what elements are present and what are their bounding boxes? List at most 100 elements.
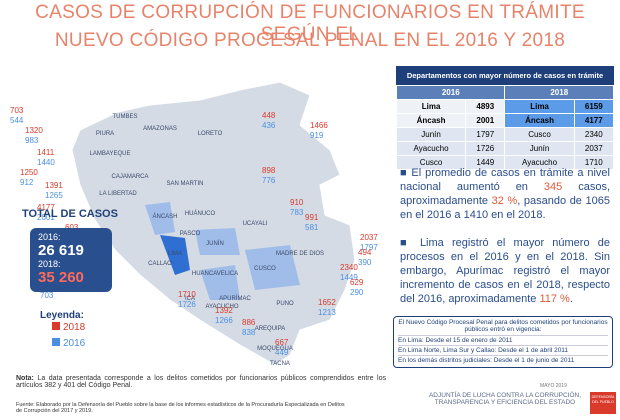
region-label: ICA — [185, 296, 195, 302]
region-label: TUMBES — [112, 114, 137, 120]
table-cell: 6159 — [573, 99, 615, 114]
table-row: Lima 4893 Lima 6159 — [395, 99, 615, 114]
table-cell: Ayacucho — [504, 155, 575, 170]
region-label: CAJAMARCA — [111, 174, 148, 180]
value-2016: 912 — [20, 178, 34, 187]
region-label: LIMA — [168, 251, 182, 257]
value-2016: 1265 — [45, 191, 63, 200]
info-box: El Nuevo Código Procesal Penal para deli… — [393, 316, 613, 368]
region-label: LAMBAYEQUE — [90, 151, 131, 157]
value-2018: 1250 — [20, 168, 38, 177]
region-label: HUANCAVELICA — [192, 271, 238, 277]
value-2018: 1391 — [45, 181, 63, 190]
info-line: En los demás distritos judiciales: Desde… — [398, 355, 608, 365]
info-line: En Lima Norte, Lima Sur y Callao: Desde … — [398, 345, 608, 355]
value-2016: 783 — [290, 208, 304, 217]
footer-line: ADJUNTÍA DE LUCHA CONTRA LA CORRUPCIÓN, — [428, 392, 582, 399]
bullet-text: Lima registró el mayor número de proceso… — [400, 237, 610, 305]
highlight: 345 — [543, 181, 563, 193]
info-lines: En Lima: Desde el 15 de enero de 2011 En … — [398, 335, 608, 365]
table-cell: Áncash — [395, 113, 467, 128]
table-row: Junín 1797 Cusco 2340 — [395, 127, 615, 142]
value-2016: 26 619 — [38, 242, 84, 259]
table-cell: 4893 — [465, 99, 506, 114]
region-label: TACNA — [270, 361, 290, 367]
table-cell: 2001 — [465, 113, 506, 128]
info-line: En Lima: Desde el 15 de enero de 2011 — [398, 335, 608, 345]
table: 2016 2018 Lima 4893 Lima 6159 Áncash 2001 Áncash… — [395, 85, 615, 170]
region-label: AMAZONAS — [143, 126, 177, 132]
value-2018: 4177 — [37, 203, 55, 212]
value-2018: 886 — [242, 318, 256, 327]
value-2016: 436 — [262, 121, 276, 130]
table-header: 2016 2018 — [395, 85, 614, 100]
region-label: PASCO — [180, 231, 201, 237]
value-2016: 703 — [40, 291, 54, 300]
value-2018: 494 — [358, 248, 372, 257]
column-header: 2016 — [395, 85, 506, 100]
region-label: UCAYALI — [243, 221, 268, 227]
region-label: HUÁNUCO — [185, 210, 216, 217]
table-cell: 1726 — [465, 141, 506, 156]
value-2018: 703 — [10, 106, 24, 115]
bullet: ■ El promedio de casos en trámite a nive… — [400, 166, 610, 222]
value-2016: 1266 — [215, 316, 233, 325]
legend-swatch — [52, 338, 60, 346]
legend-label: 2016 — [63, 338, 86, 349]
region-label: SAN MARTIN — [167, 181, 204, 187]
map: TUMBES PIURA LAMBAYEQUE CAJAMARCA LA LIBERTA… — [10, 81, 378, 367]
table-cell: Áncash — [504, 113, 575, 128]
table-cell: 1710 — [573, 155, 615, 170]
table-row: Áncash 2001 Áncash 4177 — [395, 113, 615, 128]
value-2018: 1411 — [37, 148, 55, 157]
source: Fuente: Elaborado por la Defensoría del … — [16, 402, 345, 414]
value-2018: 603 — [65, 223, 79, 232]
value-2016: 544 — [10, 116, 24, 125]
label-2018: 2018: — [38, 259, 61, 269]
value-2016: 983 — [25, 136, 39, 145]
value-2016: 1726 — [178, 300, 196, 309]
title-line: NUEVO CÓDIGO PROCESAL PENAL EN EL 2016 Y… — [54, 30, 566, 51]
table-title: Departamentos con mayor número de casos … — [396, 66, 614, 85]
bullet-marker: ■ — [400, 237, 420, 249]
region-label: ÁNCASH — [152, 213, 177, 220]
table-row: Ayacucho 1726 Junín 2037 — [395, 141, 615, 156]
value-2018: 898 — [262, 166, 276, 175]
highlight: 117 % — [539, 293, 570, 305]
table-cell: 2340 — [573, 127, 615, 142]
footer-date: MAYO 2019 — [540, 383, 567, 389]
bullet-text: . — [569, 293, 573, 305]
region-highlight — [145, 202, 175, 235]
value-2018: 991 — [305, 213, 319, 222]
table-cell: Lima — [395, 99, 467, 114]
value-2018: 2037 — [360, 233, 378, 242]
totals-box: 2016: 26 619 2018: 35 260 — [30, 228, 112, 292]
highlight: 32 % — [491, 195, 518, 207]
table-cell: 4177 — [573, 113, 615, 128]
value-2018: 1392 — [215, 306, 233, 315]
legend-item: 2016 — [52, 338, 85, 349]
bullet-text: casos, aproximadamente — [400, 181, 610, 207]
value-2016: 1213 — [318, 308, 336, 317]
value-2018: 2340 — [340, 263, 358, 272]
region-labels: TUMBES PIURA LAMBAYEQUE CAJAMARCA LA LIBERTA… — [90, 114, 324, 367]
legend-label: 2018 — [63, 322, 86, 333]
value-2016: 838 — [242, 328, 256, 337]
table-cell: Cusco — [504, 127, 575, 142]
note-text: La data presentada corresponde a los del… — [16, 375, 386, 389]
value-2018: 1320 — [25, 126, 43, 135]
region-label: LORETO — [198, 131, 223, 137]
region-label: MOQUEGUA — [257, 346, 293, 352]
column-header: 2018 — [504, 85, 614, 100]
info-title: El Nuevo Código Procesal Penal para deli… — [398, 319, 608, 333]
value-2018: 1652 — [318, 298, 336, 307]
value-2016: 390 — [358, 258, 372, 267]
table-cell: Junín — [504, 141, 575, 156]
region-label: AYACUCHO — [205, 304, 238, 310]
legend-swatch — [52, 322, 60, 330]
value-2016: 2001 — [37, 213, 55, 222]
bullet: ■ Lima registró el mayor número de proce… — [400, 236, 610, 306]
region-label: PIURA — [96, 131, 114, 137]
value-2016: 1797 — [360, 243, 378, 252]
